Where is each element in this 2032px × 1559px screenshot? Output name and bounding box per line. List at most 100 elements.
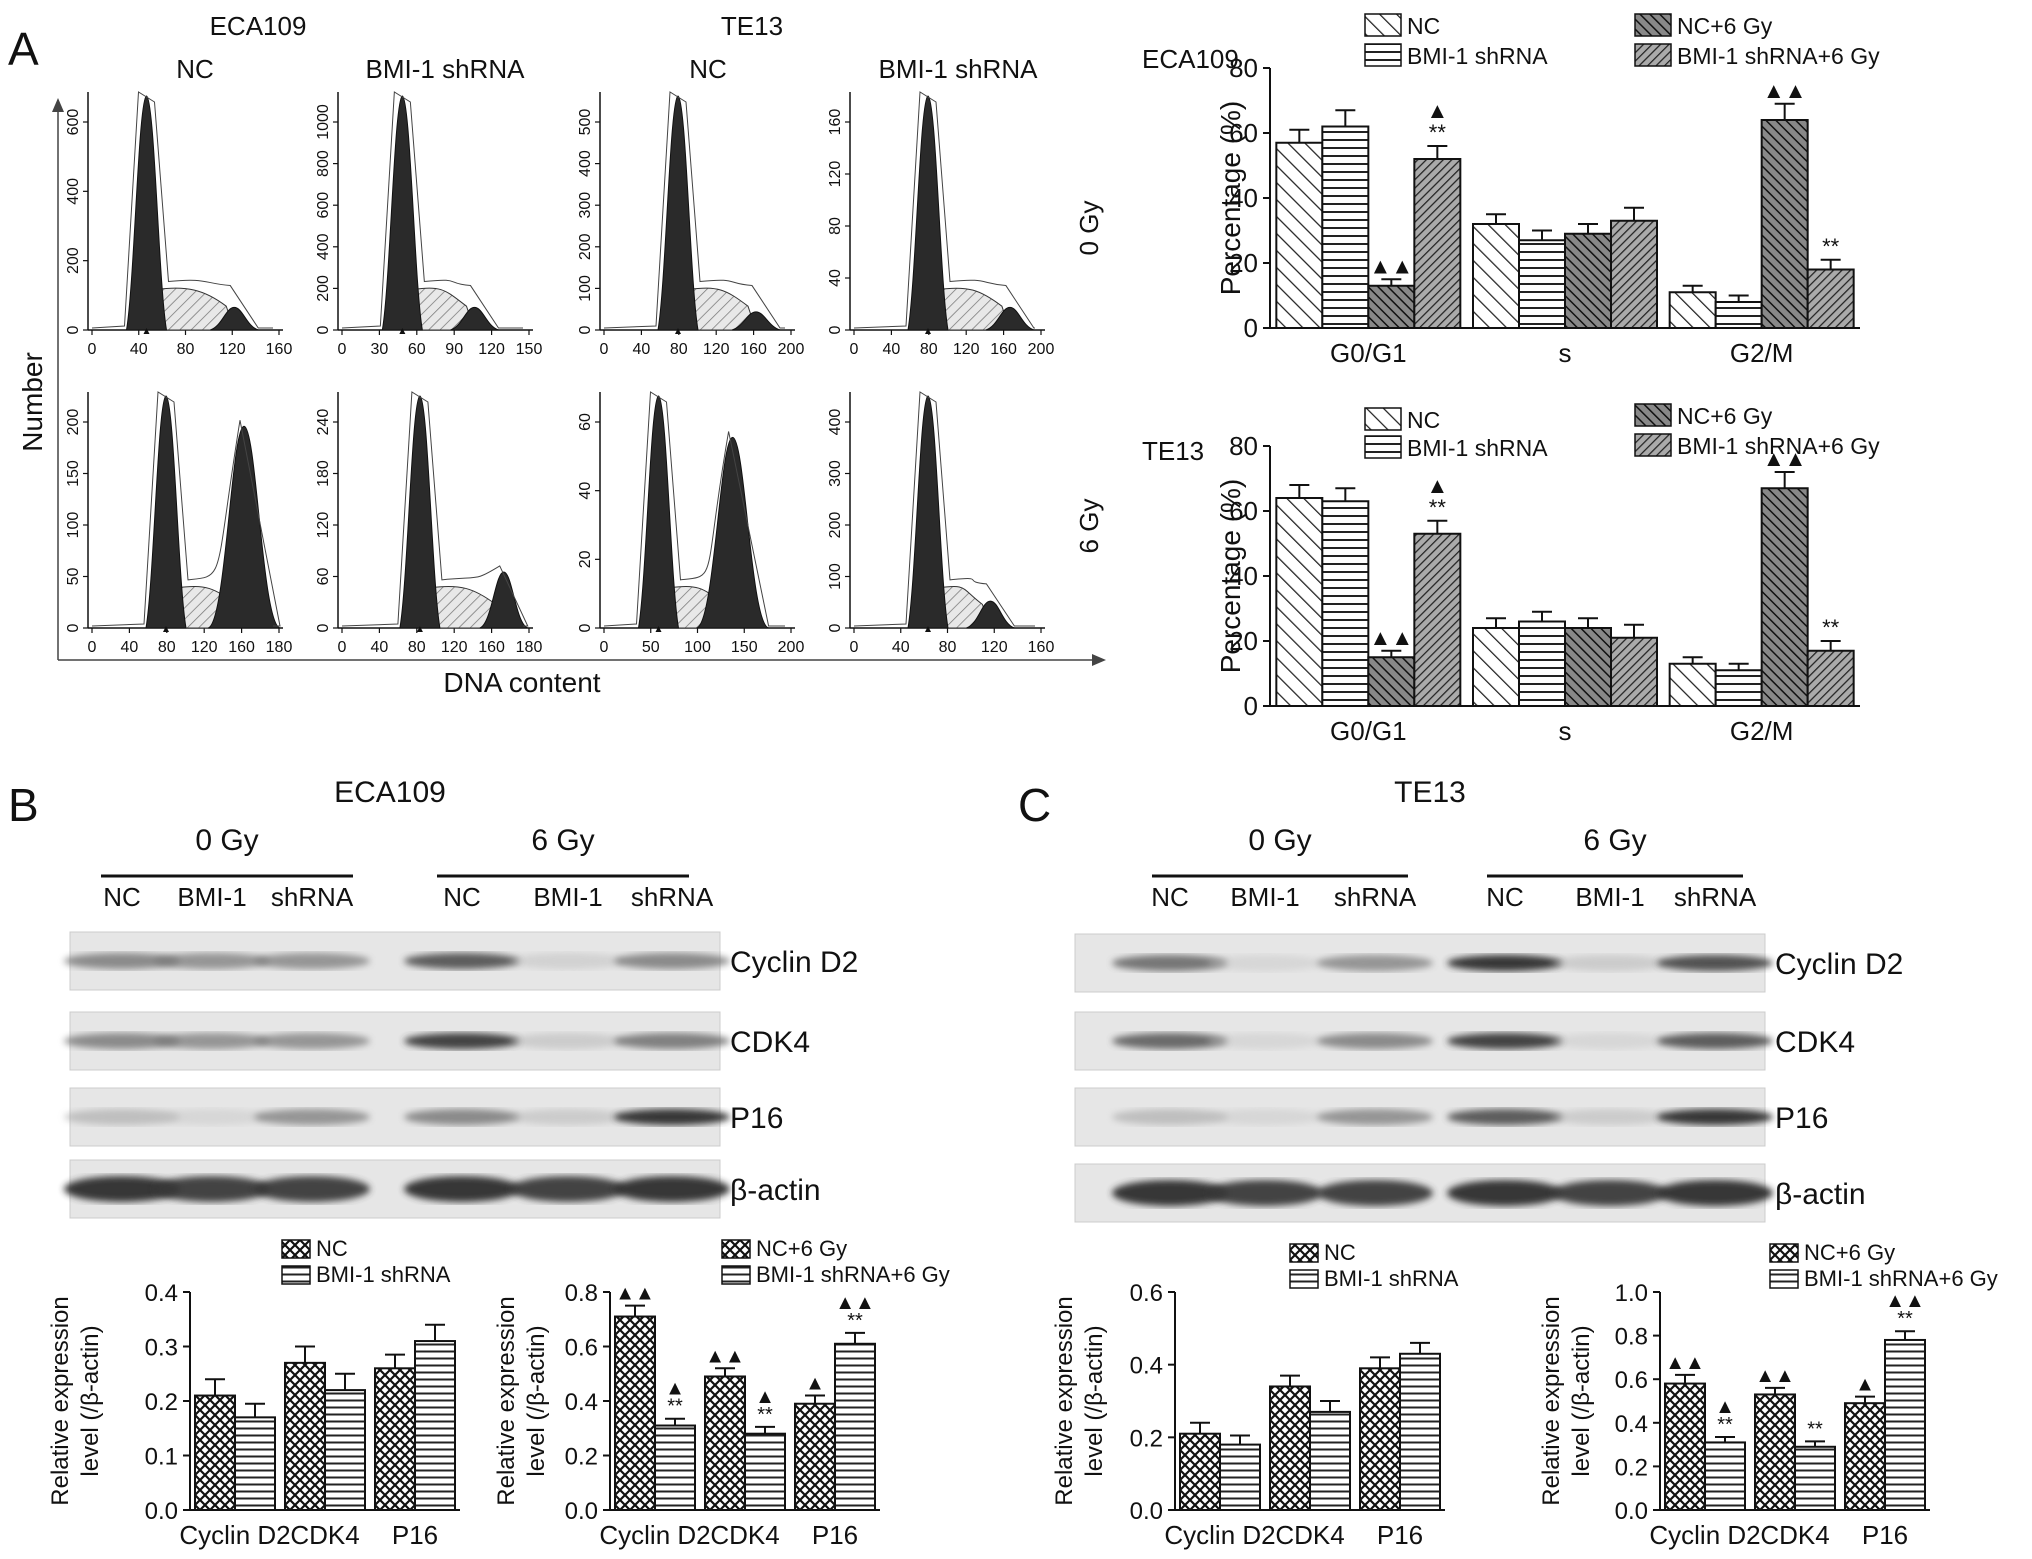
marker-triangle-icon	[655, 626, 662, 632]
significance-marker: **	[1897, 1308, 1913, 1330]
marker-triangle-icon	[675, 328, 681, 334]
y-tick-label: 20	[577, 550, 594, 568]
protein-band	[510, 1108, 626, 1126]
protein-band	[1552, 1032, 1668, 1050]
legend-label: NC	[1407, 13, 1440, 39]
y-tick-label: 60	[1229, 496, 1258, 526]
bar	[1367, 656, 1416, 707]
blot-title: ECA109	[334, 776, 446, 809]
x-tick-label: 160	[740, 341, 767, 358]
protein-band	[154, 952, 270, 970]
x-tick-label: 0	[338, 341, 347, 358]
x-tick-label: 160	[1028, 639, 1055, 656]
arrow-head-icon	[1092, 654, 1106, 666]
protein-label: β-actin	[1775, 1178, 1866, 1211]
bar	[614, 1315, 656, 1512]
y-tick-label: 0.0	[1615, 1498, 1648, 1525]
expression-chart-eca109-6gy: 0.0 0.2 0.4 0.6 0.8 Relative expression level …	[493, 1236, 950, 1550]
bar	[374, 1367, 416, 1511]
g2-peak	[731, 311, 781, 331]
y-tick-label: 0	[65, 325, 82, 334]
protein-band	[154, 1032, 270, 1050]
significance-marker: ▲▲	[1370, 625, 1414, 650]
protein-band	[1317, 954, 1433, 972]
g2-peak	[207, 425, 281, 629]
y-axis-label: level (/β-actin)	[523, 1325, 550, 1476]
x-axis-label-dna-content: DNA content	[443, 667, 600, 698]
legend-swatch	[1289, 1269, 1319, 1289]
lane-label: NC	[103, 882, 141, 912]
protein-band	[64, 1108, 180, 1126]
y-axis-label: level (/β-actin)	[77, 1325, 104, 1476]
flow-histogram: 0 40 80 120 160 0 100 200 300 400	[827, 391, 1055, 656]
cell-line-label-eca109: ECA109	[210, 11, 307, 41]
bar	[1754, 1393, 1796, 1512]
protein-band	[1552, 1179, 1668, 1207]
protein-label: P16	[730, 1102, 783, 1135]
category-label: CDK4	[1275, 1520, 1344, 1550]
bar	[1367, 284, 1416, 329]
histogram-trace	[91, 391, 281, 627]
protein-band	[1207, 1108, 1323, 1126]
marker-triangle-icon	[925, 328, 931, 334]
bar	[324, 1389, 366, 1511]
bar	[194, 1394, 236, 1511]
histogram-trace	[603, 391, 785, 627]
protein-band	[404, 1108, 520, 1126]
y-tick-label: 1.0	[1615, 1280, 1648, 1307]
y-tick-label: 800	[315, 150, 332, 177]
x-tick-label: 80	[177, 341, 195, 358]
y-tick-label: 0.4	[1130, 1353, 1163, 1380]
legend-label: BMI-1 shRNA	[316, 1262, 451, 1287]
significance-marker: **	[1822, 234, 1840, 259]
y-tick-label: 0	[827, 623, 844, 632]
protein-band	[614, 952, 730, 970]
x-tick-label: 40	[121, 639, 139, 656]
lane-label: BMI-1	[533, 882, 602, 912]
protein-band	[404, 1032, 520, 1050]
g2-peak	[985, 306, 1035, 331]
legend-swatch	[1364, 435, 1402, 459]
y-tick-label: 60	[577, 413, 594, 431]
legend-swatch	[1364, 13, 1402, 37]
protein-band	[254, 1108, 370, 1126]
legend-label: BMI-1 shRNA+6 Gy	[756, 1262, 950, 1287]
protein-band	[154, 1175, 270, 1203]
y-tick-label: 100	[577, 275, 594, 302]
y-tick-label: 20	[1229, 626, 1258, 656]
lane-label: shRNA	[631, 882, 714, 912]
y-tick-label: 40	[1229, 561, 1258, 591]
significance-marker: **	[667, 1396, 683, 1418]
lane-label: BMI-1	[177, 882, 246, 912]
y-tick-label: 400	[65, 178, 82, 205]
histogram-trace	[853, 391, 1035, 627]
y-tick-label: 50	[65, 568, 82, 586]
x-tick-label: 90	[445, 341, 463, 358]
bar	[1760, 487, 1809, 707]
marker-triangle-icon	[925, 626, 931, 632]
y-tick-label: 40	[577, 482, 594, 500]
g1-peak	[657, 95, 699, 331]
legend-swatch	[281, 1239, 311, 1259]
flow-histogram: 0 40 80 120 160 200 0 40 80 120 160	[827, 91, 1055, 358]
x-tick-label: 0	[88, 341, 97, 358]
category-label: P16	[392, 1520, 438, 1550]
protein-band	[1112, 1108, 1228, 1126]
significance-marker: ▲	[1426, 98, 1448, 123]
protein-band	[1552, 1108, 1668, 1126]
x-tick-label: 150	[516, 341, 543, 358]
g2-peak	[479, 571, 529, 629]
y-tick-label: 0.3	[145, 1335, 178, 1362]
marker-triangle-icon	[399, 328, 406, 334]
protein-band	[1207, 1179, 1323, 1207]
bar	[744, 1432, 786, 1512]
protein-band	[1112, 1179, 1228, 1207]
bar	[1806, 649, 1855, 707]
x-tick-label: 200	[1028, 341, 1055, 358]
y-tick-label: 100	[827, 563, 844, 590]
x-tick-label: 40	[130, 341, 148, 358]
y-tick-label: 0	[315, 623, 332, 632]
